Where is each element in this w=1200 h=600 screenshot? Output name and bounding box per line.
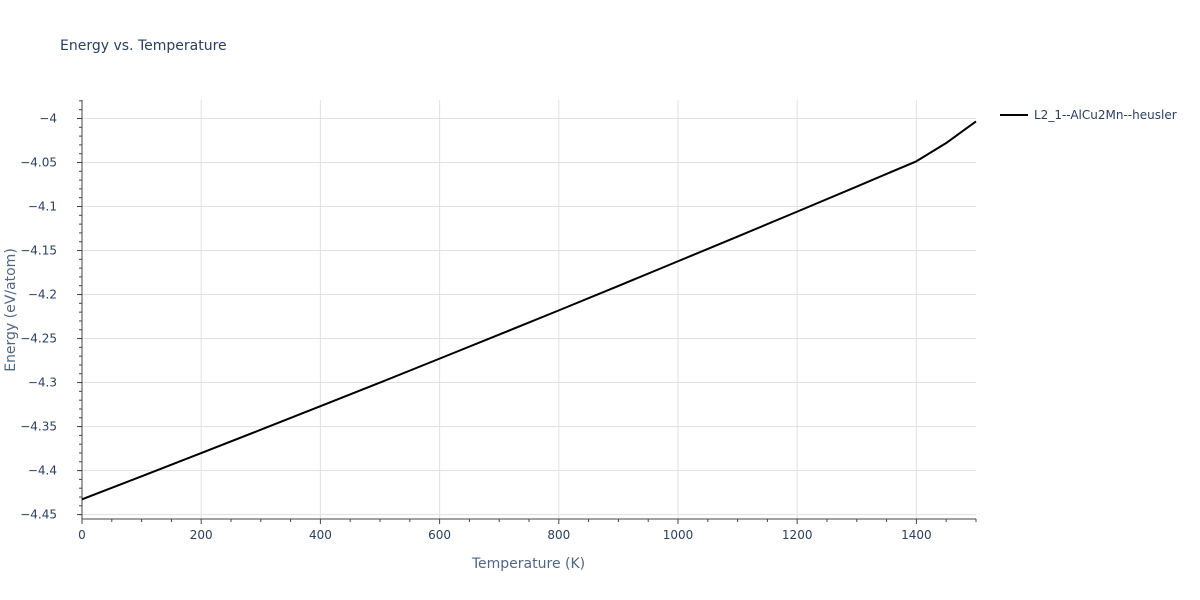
series-line: [81, 120, 977, 501]
x-tick-label: 1000: [663, 528, 694, 542]
x-tick-label: 200: [190, 528, 213, 542]
y-tick-label: −4.45: [20, 508, 57, 522]
x-tick-label: 0: [78, 528, 86, 542]
y-tick-label: −4.35: [20, 420, 57, 434]
grid: [82, 100, 976, 519]
y-axis-title: Energy (eV/atom): [3, 248, 19, 372]
x-tick-label: 1400: [901, 528, 932, 542]
legend-entry[interactable]: L2_1--AlCu2Mn--heusler: [1034, 108, 1177, 122]
axes: 0 200 400 600 800 1000 1200 1400 −4 −4.05 −4.1 −4.1…: [20, 100, 977, 542]
x-tick-label: 400: [309, 528, 332, 542]
plot-area: [81, 120, 977, 501]
y-tick-label: −4.05: [20, 155, 57, 169]
y-tick-label: −4: [39, 111, 57, 125]
x-tick-label: 1200: [782, 528, 813, 542]
y-tick-label: −4.15: [20, 244, 57, 258]
y-tick-label: −4.3: [28, 376, 57, 390]
x-axis-title: Temperature (K): [471, 556, 585, 572]
y-tick-label: −4.25: [20, 332, 57, 346]
x-tick-label: 600: [428, 528, 451, 542]
y-tick-label: −4.1: [28, 200, 57, 214]
x-tick-label: 800: [547, 528, 570, 542]
chart-title: Energy vs. Temperature: [60, 38, 227, 54]
legend[interactable]: L2_1--AlCu2Mn--heusler: [1000, 108, 1177, 122]
y-tick-label: −4.4: [28, 464, 57, 478]
y-tick-label: −4.2: [28, 288, 57, 302]
